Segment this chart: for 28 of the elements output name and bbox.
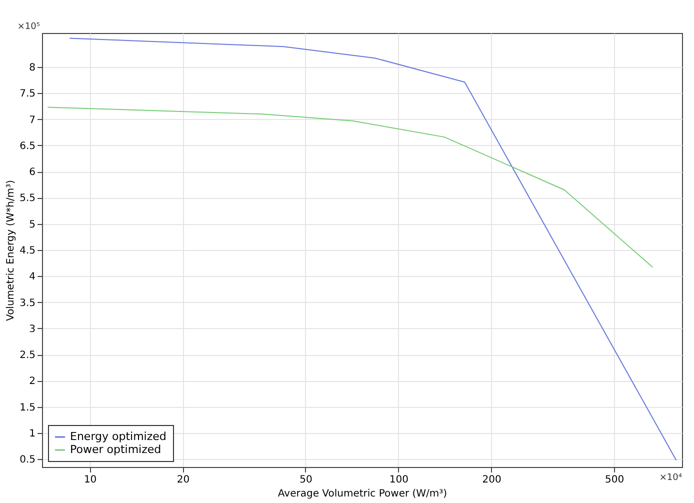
y-tick-label: 6.5 (20, 140, 36, 152)
legend-label: Energy optimized (70, 430, 166, 443)
text: ×10⁴ (659, 473, 682, 483)
text: ×10⁵ (17, 22, 40, 32)
y-tick-label: 5.5 (20, 193, 36, 204)
y-tick-label: 3 (29, 324, 36, 335)
y-tick-label: 5 (29, 219, 36, 230)
y-tick-label: 3.5 (20, 298, 36, 309)
y-tick-label: 4 (29, 272, 36, 283)
y-tick-label: 1 (29, 428, 36, 440)
x-tick-label: 20 (176, 474, 190, 486)
y-axis-title: Volumetric Energy (W*h/m³) (6, 180, 17, 322)
y-tick-label: 2 (29, 376, 36, 388)
x-tick-label: 10 (84, 474, 97, 486)
y-tick-label: 0.5 (20, 454, 36, 466)
y-tick-label: 7 (29, 114, 36, 126)
x-axis-title: Average Volumetric Power (W/m³) (278, 488, 448, 500)
x-tick-label: 100 (389, 474, 408, 486)
y-tick-label: 2.5 (20, 350, 36, 362)
x-tick-label: 200 (482, 474, 502, 486)
x-tick-label: 500 (605, 474, 624, 486)
legend-label: Power optimized (70, 443, 162, 456)
y-tick-label: 6 (29, 167, 36, 178)
y-tick-label: 4.5 (20, 246, 36, 256)
y-tick-label: 1.5 (20, 402, 36, 414)
y-tick-label: 8 (29, 62, 36, 74)
y-tick-label: 7.5 (20, 88, 36, 100)
x-tick-label: 50 (300, 474, 312, 486)
